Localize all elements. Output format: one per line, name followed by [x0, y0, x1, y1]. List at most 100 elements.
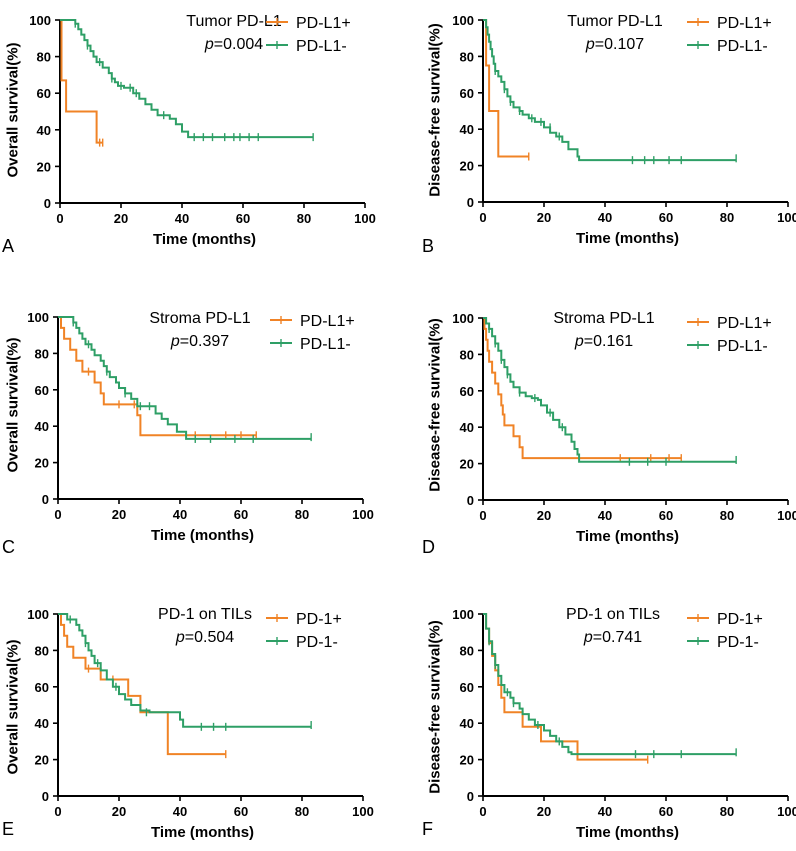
- x-tick-label: 40: [173, 507, 187, 522]
- y-tick-label: 100: [452, 13, 474, 28]
- legend-entry: PD-1-: [687, 634, 759, 651]
- panel-letter: E: [2, 819, 14, 839]
- legend-entry: PD-L1-: [266, 38, 347, 55]
- chart-title: Tumor PD-L1: [567, 13, 663, 30]
- x-tick-label: 100: [777, 210, 796, 225]
- x-tick-label: 0: [479, 804, 486, 819]
- x-tick-label: 20: [112, 507, 126, 522]
- legend-entry: PD-L1-: [687, 38, 768, 55]
- y-axis-label: Overall survival(%): [4, 639, 21, 774]
- p-value: p=0.397: [170, 333, 229, 350]
- legend-label: PD-L1+: [717, 15, 772, 32]
- y-tick-label: 40: [35, 419, 49, 434]
- series-line-PD-L1-: [483, 19, 737, 162]
- x-axis-label: Time (months): [151, 527, 254, 544]
- x-tick-label: 40: [175, 211, 189, 226]
- legend-entry: PD-1+: [687, 611, 763, 628]
- p-number: =0.161: [584, 333, 633, 350]
- y-tick-label: 20: [460, 159, 474, 174]
- x-tick-label: 0: [479, 210, 486, 225]
- x-tick-label: 80: [720, 804, 734, 819]
- y-tick-label: 20: [37, 159, 51, 174]
- y-tick-label: 80: [37, 50, 51, 65]
- series-line-PD-L1-: [58, 316, 312, 440]
- y-axis-label: Disease-free survival(%): [426, 23, 443, 196]
- x-tick-label: 40: [173, 804, 187, 819]
- y-tick-label: 0: [44, 196, 51, 211]
- chart-title: PD-1 on TILs: [566, 606, 660, 623]
- legend-entry: PD-1+: [266, 611, 342, 628]
- y-tick-label: 20: [35, 753, 49, 768]
- x-tick-label: 0: [479, 508, 486, 523]
- legend-label: PD-L1+: [717, 315, 772, 332]
- legend-label: PD-1-: [717, 634, 759, 651]
- x-tick-label: 60: [234, 804, 248, 819]
- legend-label: PD-L1-: [300, 336, 351, 353]
- y-tick-label: 60: [460, 680, 474, 695]
- p-number: =0.004: [214, 36, 263, 53]
- legend-entry: PD-L1+: [266, 15, 351, 32]
- p-symbol: p: [585, 36, 595, 53]
- y-tick-label: 100: [452, 607, 474, 622]
- panel-f: 0 20 40 60 80 100 0 20 40 60 80 100 Time (months) Dis…: [422, 606, 796, 841]
- x-tick-label: 100: [352, 507, 374, 522]
- y-tick-label: 100: [29, 13, 51, 28]
- legend-entry: PD-L1+: [687, 315, 772, 332]
- y-axis-label: Disease-free survival(%): [426, 620, 443, 793]
- y-axis-label: Overall survival(%): [4, 42, 21, 177]
- p-value: p=0.504: [175, 629, 234, 646]
- x-axis-label: Time (months): [153, 231, 256, 248]
- x-tick-label: 60: [659, 804, 673, 819]
- x-tick-label: 100: [777, 508, 796, 523]
- legend-label: PD-L1+: [300, 313, 355, 330]
- y-tick-label: 40: [460, 122, 474, 137]
- p-symbol: p: [574, 333, 584, 350]
- x-tick-label: 100: [354, 211, 376, 226]
- x-tick-label: 100: [777, 804, 796, 819]
- x-tick-label: 60: [234, 507, 248, 522]
- legend-entry: PD-L1-: [687, 338, 768, 355]
- panel-e: 0 20 40 60 80 100 0 20 40 60 80 100 Time (months) Ove…: [2, 606, 374, 841]
- x-tick-label: 80: [720, 210, 734, 225]
- y-tick-label: 60: [460, 86, 474, 101]
- panel-letter: B: [422, 236, 434, 256]
- y-tick-label: 80: [35, 346, 49, 361]
- legend-label: PD-L1-: [296, 38, 347, 55]
- legend-label: PD-1+: [717, 611, 763, 628]
- legend-label: PD-L1-: [717, 38, 768, 55]
- legend-entry: PD-L1+: [687, 15, 772, 32]
- x-tick-label: 80: [295, 804, 309, 819]
- y-tick-label: 0: [467, 195, 474, 210]
- x-tick-label: 0: [56, 211, 63, 226]
- y-axis-label: Overall survival(%): [4, 337, 21, 472]
- y-tick-label: 0: [467, 789, 474, 804]
- y-tick-label: 0: [467, 493, 474, 508]
- x-tick-label: 40: [598, 210, 612, 225]
- y-tick-label: 100: [452, 311, 474, 326]
- legend-label: PD-1-: [296, 634, 338, 651]
- p-number: =0.741: [593, 629, 642, 646]
- x-tick-label: 0: [54, 507, 61, 522]
- x-tick-label: 80: [297, 211, 311, 226]
- panel-c: 0 20 40 60 80 100 0 20 40 60 80 100 Time (months) Ove…: [2, 310, 374, 557]
- y-tick-label: 100: [27, 607, 49, 622]
- p-number: =0.397: [180, 333, 229, 350]
- y-tick-label: 60: [35, 680, 49, 695]
- x-tick-label: 60: [659, 210, 673, 225]
- x-axis-label: Time (months): [576, 230, 679, 247]
- y-tick-label: 80: [35, 643, 49, 658]
- series-line-PD-1-: [58, 613, 312, 728]
- p-value: p=0.004: [204, 36, 263, 53]
- x-tick-label: 20: [537, 804, 551, 819]
- legend-label: PD-L1+: [296, 15, 351, 32]
- x-tick-label: 20: [114, 211, 128, 226]
- p-symbol: p: [583, 629, 593, 646]
- y-tick-label: 40: [35, 716, 49, 731]
- x-tick-label: 100: [352, 804, 374, 819]
- p-value: p=0.161: [574, 333, 633, 350]
- y-tick-label: 20: [35, 456, 49, 471]
- p-value: p=0.741: [583, 629, 642, 646]
- series-line-PD-L1-: [60, 19, 314, 139]
- chart-title: Tumor PD-L1: [186, 13, 282, 30]
- p-number: =0.107: [595, 36, 644, 53]
